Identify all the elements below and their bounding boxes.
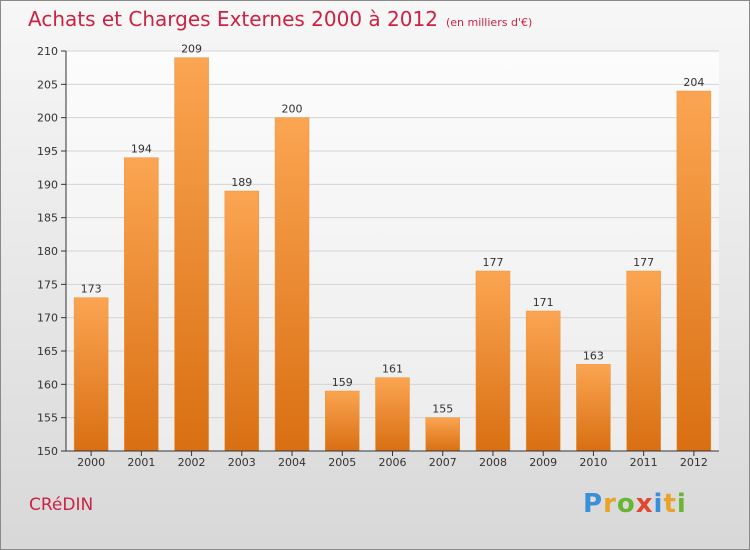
bar-2011 (626, 270, 661, 452)
y-tick-label: 175 (37, 278, 58, 291)
data-label: 200 (282, 103, 303, 116)
x-tick-label: 2012 (680, 456, 708, 469)
brand-letter: i (653, 489, 664, 519)
data-label: 161 (382, 363, 403, 376)
data-label: 155 (432, 403, 453, 416)
bar-2009 (525, 310, 561, 452)
data-label: 171 (533, 296, 554, 309)
proxiti-logo: Proxiti (583, 489, 687, 519)
bar-2004 (274, 117, 310, 452)
bar-2006 (375, 377, 410, 452)
x-tick-label: 2000 (77, 456, 105, 469)
chart-title: Achats et Charges Externes 2000 à 2012 (28, 7, 438, 31)
brand-letter: x (635, 489, 654, 519)
data-label: 204 (683, 76, 704, 89)
x-tick-label: 2007 (429, 456, 457, 469)
y-tick-label: 165 (37, 345, 58, 358)
data-label: 173 (81, 283, 102, 296)
x-tick-label: 2003 (228, 456, 256, 469)
y-tick-label: 155 (37, 412, 58, 425)
x-tick-label: 2005 (328, 456, 356, 469)
y-tick-label: 185 (37, 212, 58, 225)
x-tick-label: 2002 (178, 456, 206, 469)
x-tick-label: 2010 (579, 456, 607, 469)
y-tick-label: 200 (37, 112, 58, 125)
x-tick-label: 2011 (630, 456, 658, 469)
brand-letter: i (676, 489, 687, 519)
bar-2007 (425, 417, 460, 452)
y-tick-label: 195 (37, 145, 58, 158)
bar-2002 (174, 57, 209, 452)
commune-name: CRéDIN (29, 495, 94, 515)
bar-2000 (73, 297, 109, 452)
y-tick-label: 160 (37, 378, 58, 391)
bar-2005 (325, 390, 360, 452)
y-tick-label: 180 (37, 245, 58, 258)
bar-2008 (475, 270, 511, 452)
data-label: 189 (231, 176, 252, 189)
y-tick-label: 150 (37, 445, 58, 458)
bar-2012 (676, 90, 712, 452)
bar-2010 (576, 364, 611, 452)
brand-letter: P (583, 489, 604, 519)
data-label: 159 (332, 376, 353, 389)
y-tick-label: 190 (37, 178, 58, 191)
bar-2003 (224, 190, 260, 452)
data-label: 209 (181, 43, 202, 56)
data-label: 194 (131, 143, 152, 156)
title-row: Achats et Charges Externes 2000 à 2012 (e… (28, 7, 532, 31)
y-tick-label: 205 (37, 78, 58, 91)
chart-subtitle: (en milliers d'€) (445, 16, 533, 29)
x-tick-label: 2008 (479, 456, 507, 469)
x-tick-label: 2009 (529, 456, 557, 469)
y-tick-label: 210 (37, 45, 58, 58)
data-label: 177 (633, 256, 654, 269)
brand-letter: r (603, 489, 617, 519)
data-label: 163 (583, 349, 604, 362)
brand-letter: t (663, 489, 677, 519)
y-tick-label: 170 (37, 312, 58, 325)
x-tick-label: 2004 (278, 456, 306, 469)
data-label: 177 (482, 256, 503, 269)
x-tick-label: 2006 (379, 456, 407, 469)
x-tick-label: 2001 (127, 456, 155, 469)
brand-letter: o (616, 489, 636, 519)
bar-2001 (124, 157, 159, 452)
